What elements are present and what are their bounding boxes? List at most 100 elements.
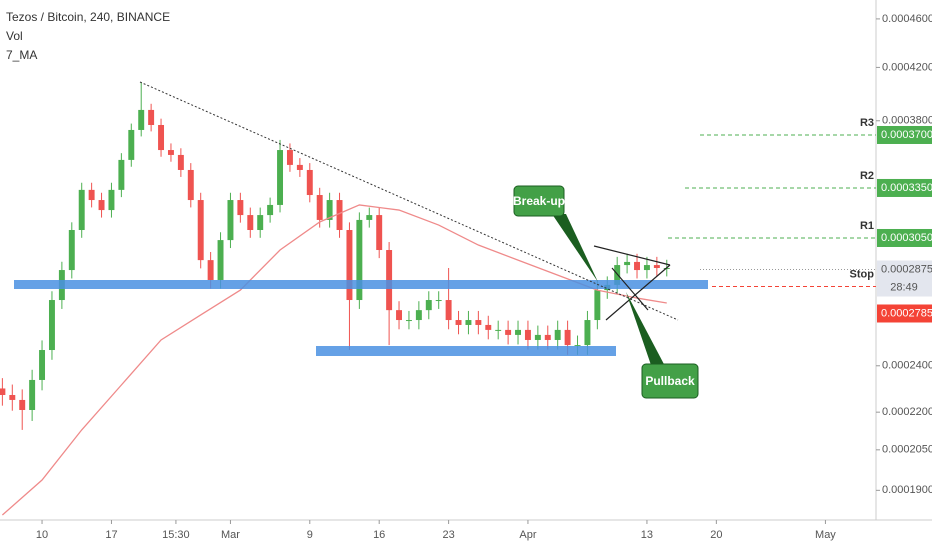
candle-body <box>415 310 422 321</box>
candle-body <box>237 200 244 216</box>
candle-body <box>554 329 561 340</box>
price-box-label: 0.0002785 <box>881 307 932 319</box>
x-tick-label: 17 <box>105 529 117 541</box>
candle-body <box>475 320 482 325</box>
candle-body <box>9 394 16 400</box>
last-price-box <box>877 260 932 297</box>
candle-body <box>257 215 264 231</box>
candle-body <box>48 300 55 351</box>
candle-body <box>207 260 214 280</box>
candle-body <box>118 159 125 190</box>
candle-body <box>524 329 531 340</box>
level-name: Stop <box>850 268 875 280</box>
candle-body <box>564 329 571 346</box>
x-tick-label: 9 <box>307 529 313 541</box>
triangle-line <box>593 245 671 266</box>
y-tick-label: 0.0004600 <box>882 13 932 25</box>
candle-body <box>306 169 313 196</box>
candle-body <box>78 189 85 231</box>
candle-body <box>356 219 363 301</box>
y-tick-label: 0.0002050 <box>882 444 932 456</box>
candle-body <box>614 265 621 285</box>
candle-body <box>336 200 343 231</box>
candle-body <box>643 265 650 271</box>
candle-body <box>167 150 174 155</box>
candle-body <box>247 215 254 231</box>
indicator-label: Vol <box>6 29 23 43</box>
moving-average <box>1 204 667 516</box>
support-zone <box>14 280 708 289</box>
x-tick-label: 13 <box>641 529 653 541</box>
indicator-label: 7_MA <box>6 48 37 62</box>
y-tick-label: 0.0003800 <box>882 115 932 127</box>
price-box-label: 0.0003050 <box>881 232 932 244</box>
triangle-line <box>605 264 671 321</box>
candle-body <box>515 329 521 335</box>
level-name: R1 <box>860 220 874 232</box>
x-tick-label: Apr <box>519 529 536 541</box>
candle-body <box>445 300 452 321</box>
candle-body <box>584 320 591 346</box>
candle-body <box>366 215 373 220</box>
callout-pointer <box>552 214 598 282</box>
candle-body <box>346 230 353 301</box>
x-tick-label: 23 <box>442 529 454 541</box>
candle-body <box>277 150 284 205</box>
candle-body <box>653 265 660 269</box>
candle-body <box>39 350 46 380</box>
candle-body <box>19 399 26 410</box>
candle-body <box>98 200 105 211</box>
candle-body <box>88 189 95 201</box>
candle-body <box>485 324 492 330</box>
candle-body <box>396 310 403 321</box>
candle-body <box>574 345 581 347</box>
candle-body <box>197 200 204 261</box>
level-name: R3 <box>860 117 874 129</box>
callout <box>513 185 565 217</box>
last-price-label: 0.0002875 <box>881 263 932 275</box>
x-tick-label: 10 <box>36 529 48 541</box>
candle-body <box>425 300 432 311</box>
y-tick-label: 0.0004200 <box>882 61 932 73</box>
callout-label: Pullback <box>645 374 695 388</box>
x-tick-label: 15:30 <box>162 529 190 541</box>
triangle-line <box>611 267 649 311</box>
candle-body <box>316 195 323 220</box>
callout-label: Break-up <box>513 194 565 208</box>
x-tick-label: 20 <box>710 529 722 541</box>
candle-body <box>634 261 640 271</box>
candle-body <box>544 334 551 340</box>
x-tick-label: May <box>815 529 836 541</box>
candle-body <box>148 109 155 125</box>
candle-body <box>68 230 75 271</box>
candle-body <box>435 300 442 302</box>
candle-body <box>108 189 115 211</box>
support-zone <box>316 346 616 356</box>
candle-body <box>376 215 383 251</box>
candle-body <box>227 200 234 241</box>
candle-body <box>138 109 145 130</box>
price-box-label: 0.0003350 <box>881 182 932 194</box>
y-tick-label: 0.0001900 <box>882 484 932 496</box>
chart-title: Tezos / Bitcoin, 240, BINANCE <box>6 10 170 24</box>
y-tick-label: 0.0002200 <box>882 406 932 418</box>
candle-body <box>187 169 194 201</box>
price-box <box>877 228 932 247</box>
candle-body <box>455 320 462 325</box>
callout-pointer <box>626 292 666 368</box>
countdown: 28:49 <box>890 281 918 293</box>
candle-body <box>0 388 6 395</box>
candle-body <box>594 290 601 321</box>
price-box <box>877 304 932 323</box>
candle-body <box>217 240 224 280</box>
candle-body <box>296 164 303 170</box>
x-tick-label: 16 <box>373 529 385 541</box>
price-box <box>877 178 932 197</box>
candle-body <box>624 261 631 266</box>
candle-body <box>29 379 36 410</box>
price-box-label: 0.0003700 <box>881 129 932 141</box>
candle-body <box>326 200 333 220</box>
level-name: R2 <box>860 170 874 182</box>
